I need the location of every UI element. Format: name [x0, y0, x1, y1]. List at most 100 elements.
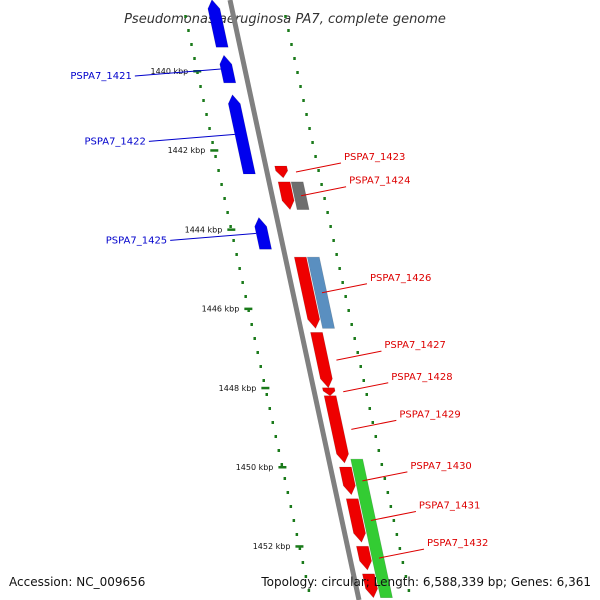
- tick-dot: [265, 393, 268, 396]
- gene-label: PSPA7_1427: [384, 340, 445, 351]
- tick-dot: [371, 421, 375, 424]
- gene-label: PSPA7_1426: [370, 273, 431, 284]
- tick-dot: [314, 155, 317, 158]
- tick-dot: [274, 435, 278, 438]
- tick-dot: [292, 519, 296, 522]
- tick-dot: [244, 295, 247, 298]
- genome-summary-text: Topology: circular; Length: 6,588,339 bp…: [260, 575, 591, 589]
- tick-dot: [341, 281, 344, 284]
- gene-arrow: [227, 94, 256, 175]
- tick-dot: [193, 57, 196, 60]
- tick-dot: [287, 29, 290, 32]
- tick-dot: [323, 197, 326, 200]
- tick-dot: [304, 575, 308, 578]
- gene-arrow: [362, 573, 378, 599]
- tick-dot: [202, 99, 205, 102]
- tick-mark: [295, 545, 304, 548]
- gene-label: PSPA7_1429: [399, 409, 460, 420]
- tick-dot: [392, 519, 396, 522]
- label-leader: [343, 382, 389, 393]
- tick-mark: [278, 466, 287, 469]
- tick-dot: [383, 477, 387, 480]
- tick-dot: [317, 169, 320, 172]
- tick-dot: [332, 239, 335, 242]
- tick-dot: [259, 365, 262, 368]
- gene-arrow: [254, 216, 272, 250]
- tick-dot: [377, 449, 381, 452]
- gene-arrow: [345, 498, 366, 543]
- tick-dot: [359, 365, 362, 368]
- tick-dot: [262, 379, 265, 382]
- tick-dot: [329, 225, 332, 228]
- tick-dot: [235, 253, 238, 256]
- gene-arrow: [293, 256, 321, 329]
- label-leader: [362, 471, 408, 482]
- genome-title: Pseudomonas aeruginosa PA7, complete gen…: [124, 12, 446, 27]
- tick-dot: [220, 183, 223, 186]
- tick-dot: [284, 15, 287, 18]
- tick-dot: [205, 113, 208, 116]
- scale-ticks: 1440 kbp 1442 kbp 1444 kbp 1446 kbp 1448 kbp…: [151, 67, 304, 551]
- gene-label: PSPA7_1430: [410, 461, 471, 472]
- gene-arrow: [277, 181, 295, 211]
- tick-dot: [280, 463, 284, 466]
- backbone: [227, 0, 362, 600]
- tick-dot: [286, 491, 290, 494]
- tick-dot: [238, 267, 241, 270]
- tick-dot: [271, 421, 275, 424]
- tick-dot: [223, 197, 226, 200]
- tick-dot: [404, 575, 408, 578]
- tick-label: 1452 kbp: [253, 542, 291, 551]
- label-leader: [134, 68, 221, 77]
- tick-dot: [353, 337, 356, 340]
- tick-dot: [356, 351, 359, 354]
- gene-arrow: [306, 256, 335, 329]
- gene-label: PSPA7_1422: [84, 136, 145, 147]
- gene-arrow: [323, 395, 349, 464]
- tick-dot: [374, 435, 378, 438]
- tick-mark: [261, 386, 270, 390]
- tick-dot: [368, 407, 372, 410]
- tick-dot: [253, 337, 256, 340]
- backbone-line: [227, 0, 362, 600]
- gene-label: PSPA7_1428: [391, 372, 452, 383]
- tick-label: 1440 kbp: [151, 67, 189, 76]
- tick-dot: [256, 351, 259, 354]
- tick-dot: [211, 141, 214, 144]
- tick-label: 1444 kbp: [185, 225, 223, 234]
- label-leader: [321, 283, 368, 294]
- gene-arrow: [207, 0, 229, 48]
- tick-dot: [268, 407, 272, 410]
- tick-dot: [241, 281, 244, 284]
- tick-dot: [307, 589, 311, 592]
- tick-dot: [199, 85, 202, 88]
- tick-dot: [290, 43, 293, 46]
- tick-dot: [247, 309, 250, 312]
- label-leader: [378, 548, 425, 559]
- label-leader: [336, 350, 382, 361]
- tick-dot: [308, 127, 311, 130]
- gene-label: PSPA7_1423: [344, 152, 405, 163]
- tick-dot: [277, 449, 281, 452]
- tick-dot: [190, 43, 193, 46]
- tick-dot: [295, 533, 299, 536]
- tick-dot: [386, 491, 390, 494]
- tick-dot: [311, 141, 314, 144]
- label-leader: [170, 232, 257, 241]
- tick-dot: [289, 505, 293, 508]
- tick-dot: [299, 85, 302, 88]
- tick-dot: [347, 309, 350, 312]
- tick-dot: [338, 267, 341, 270]
- gene-arrow: [219, 54, 237, 84]
- tick-dot: [365, 393, 368, 396]
- accession-text: Accession: NC_009656: [9, 575, 145, 589]
- gene-arrow: [290, 181, 310, 210]
- tick-label: 1450 kbp: [236, 463, 274, 472]
- tick-dot: [389, 505, 393, 508]
- label-leader: [370, 510, 416, 521]
- tick-mark: [227, 228, 236, 231]
- tick-dot: [293, 57, 296, 60]
- gene-label: PSPA7_1432: [427, 538, 488, 549]
- tick-dot: [302, 99, 305, 102]
